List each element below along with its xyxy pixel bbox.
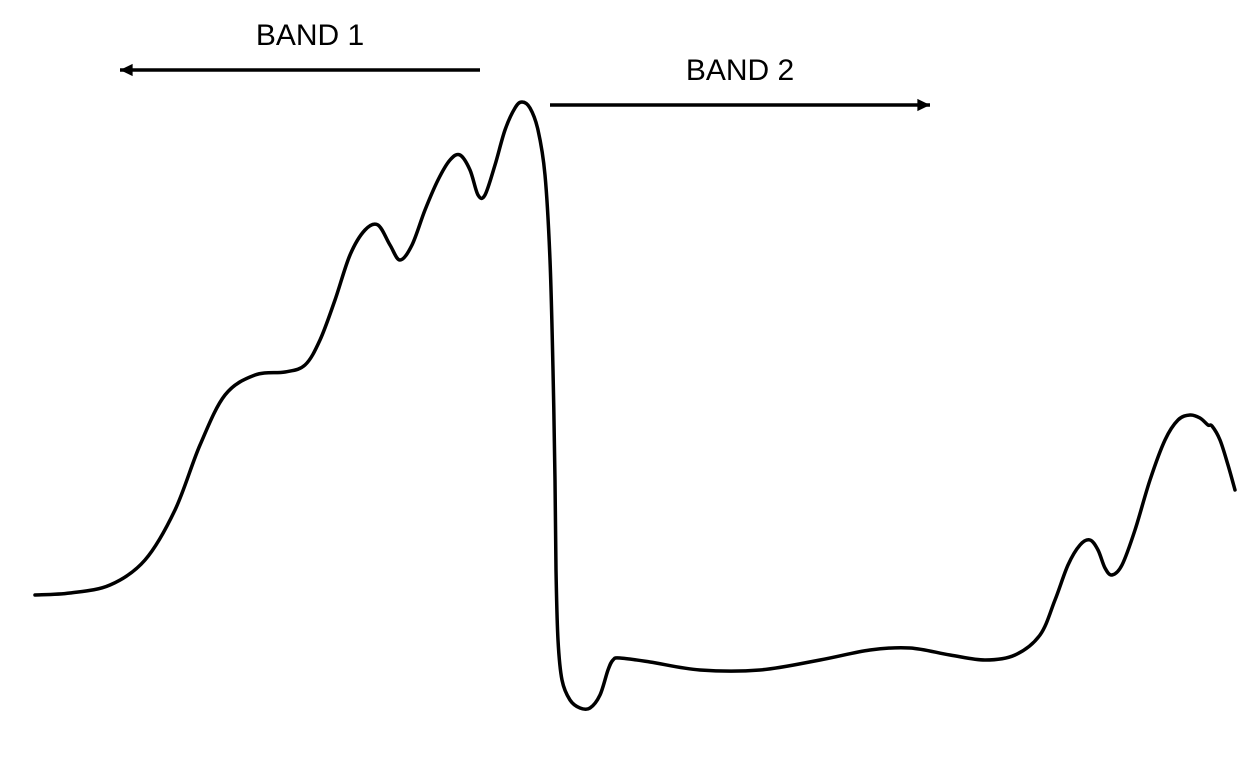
band1-label: BAND 1 bbox=[256, 19, 364, 52]
spectrum-curve bbox=[35, 102, 1235, 709]
band2-label: BAND 2 bbox=[686, 54, 794, 87]
diagram-svg: BAND 1 BAND 2 bbox=[0, 0, 1240, 770]
curve-layer bbox=[35, 102, 1235, 709]
band2-arrow bbox=[550, 99, 930, 111]
band1-arrow bbox=[120, 64, 480, 76]
